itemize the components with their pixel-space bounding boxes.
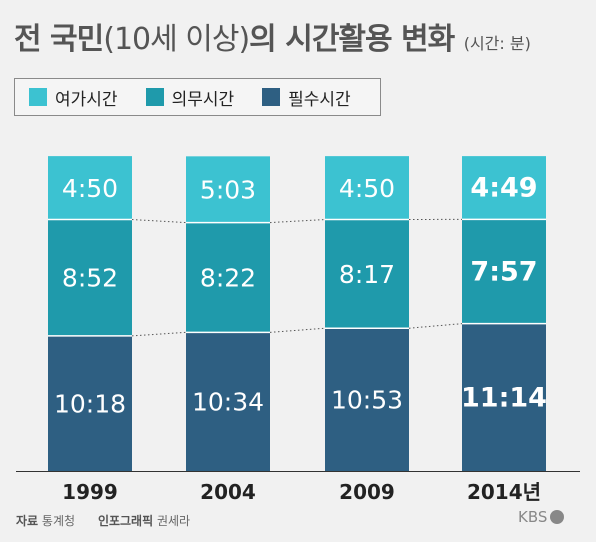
legend-item-necessary: 필수시간 — [262, 85, 351, 110]
bar-segment-leisure-0 — [48, 156, 132, 220]
legend-label-obligatory: 의무시간 — [171, 89, 235, 110]
bar-value-label: 8:17 — [339, 260, 395, 289]
x-tick-label: 2004 — [200, 480, 256, 504]
bar-segment-obligatory-1 — [186, 222, 270, 333]
connector-line — [131, 331, 187, 337]
title-unit: (시간: 분) — [463, 34, 531, 53]
graphic-value: 권세라 — [156, 514, 191, 528]
legend-label-leisure: 여가시간 — [55, 89, 118, 110]
source-value: 통계청 — [41, 514, 76, 528]
chart-title: 전 국민(10세 이상)의 시간활용 변화 (시간: 분) — [14, 14, 531, 58]
source-label: 자료 — [16, 514, 39, 528]
bar-segment-necessary-2 — [325, 328, 409, 471]
bar-segment-obligatory-3 — [462, 219, 546, 324]
legend-swatch-obligatory — [145, 88, 164, 106]
connector-line — [408, 323, 463, 329]
kbs-logo: KBS — [518, 508, 565, 526]
bar-value-label: 4:50 — [339, 174, 395, 203]
legend-label-necessary: 필수시간 — [288, 89, 351, 110]
bar-segment-leisure-1 — [186, 156, 270, 223]
logo-dot-icon — [550, 510, 565, 524]
legend-item-obligatory: 의무시간 — [145, 85, 235, 110]
title-main: 전 국민 — [14, 22, 104, 57]
connector-line — [269, 219, 326, 224]
bar-segment-obligatory-0 — [48, 219, 132, 336]
connector-line — [269, 327, 326, 333]
bar-value-label: 8:52 — [62, 264, 118, 293]
bar-value-label: 4:50 — [62, 174, 118, 203]
bar-segment-obligatory-2 — [325, 219, 409, 329]
title-age-note: (10세 이상) — [103, 22, 250, 57]
bar-segment-necessary-3 — [462, 323, 546, 471]
bar-value-label: 10:18 — [54, 389, 126, 418]
legend-swatch-leisure — [29, 88, 47, 106]
title-rest: 의 시간활용 변화 — [249, 22, 455, 57]
bar-value-label: 7:57 — [470, 256, 537, 287]
legend-item-leisure: 여가시간 — [29, 85, 118, 110]
bar-segment-necessary-0 — [48, 335, 132, 471]
x-tick-label: 2009 — [339, 480, 395, 504]
bar-value-label: 10:53 — [331, 386, 403, 415]
bar-value-label: 11:14 — [461, 382, 547, 413]
x-tick-label: 1999 — [62, 480, 118, 504]
bar-value-label: 10:34 — [192, 388, 264, 417]
bar-segment-leisure-3 — [462, 156, 546, 220]
bar-value-label: 8:22 — [200, 263, 256, 292]
source-credit: 자료 통계청 인포그래픽 권세라 — [16, 512, 190, 529]
bar-value-label: 5:03 — [200, 175, 256, 204]
legend-swatch-necessary — [262, 88, 281, 106]
connector-line — [131, 219, 187, 224]
graphic-label: 인포그래픽 — [97, 514, 154, 528]
bar-segment-leisure-2 — [325, 156, 409, 220]
x-tick-label: 2014년 — [467, 480, 541, 504]
bar-segment-necessary-1 — [186, 332, 270, 471]
bar-value-label: 4:49 — [470, 173, 537, 204]
legend: 여가시간 의무시간 필수시간 — [14, 78, 381, 116]
logo-text: KBS — [518, 508, 548, 526]
